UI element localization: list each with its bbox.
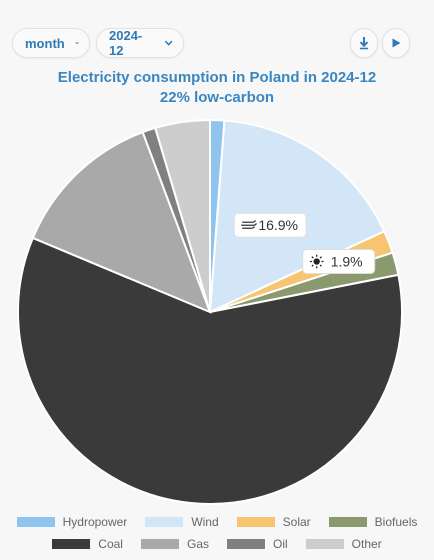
legend-item-biofuels[interactable]: Biofuels [328, 515, 418, 529]
period-select[interactable]: month [12, 28, 90, 58]
legend-item-coal[interactable]: Coal [52, 537, 123, 551]
data-label-text: 16.9% [258, 217, 298, 233]
legend-row-2: Coal Gas Oil Other [0, 537, 434, 551]
chevron-down-icon [75, 41, 79, 45]
legend-row-1: Hydropower Wind Solar Biofuels [0, 515, 434, 529]
pie-slice-coal[interactable] [17, 236, 403, 505]
legend-swatch [236, 517, 275, 527]
chart-title: Electricity consumption in Poland in 202… [57, 69, 377, 86]
download-icon [359, 37, 369, 50]
pie-slice-other[interactable] [154, 118, 211, 313]
play-icon [392, 38, 401, 48]
legend-label: Other [351, 537, 382, 551]
legend-item-other[interactable]: Other [305, 537, 382, 551]
legend-swatch [52, 539, 91, 549]
chevron-down-icon [164, 40, 173, 46]
legend-swatch [16, 517, 55, 527]
legend-swatch [140, 539, 179, 549]
period-select-value: month [25, 35, 65, 51]
data-label-box [233, 212, 307, 238]
legend-label: Solar [282, 515, 311, 529]
legend-item-solar[interactable]: Solar [236, 515, 311, 529]
legend-item-hydropower[interactable]: Hydropower [16, 515, 128, 529]
pie-slice-gas[interactable] [31, 130, 212, 314]
legend-item-gas[interactable]: Gas [140, 537, 209, 551]
legend-label: Oil [273, 537, 288, 551]
data-label-box [302, 249, 376, 275]
legend-label: Gas [186, 537, 209, 551]
data-label-text: 1.9% [331, 254, 363, 270]
controls-bar: month 2024-12 [10, 28, 424, 60]
chart-subtitle: 22% low-carbon [159, 89, 275, 106]
legend-swatch [328, 517, 367, 527]
legend-swatch [145, 517, 184, 527]
legend-swatch [227, 539, 265, 549]
date-select[interactable]: 2024-12 [96, 28, 184, 58]
data-label-wind: 16.9% [233, 212, 307, 238]
play-button[interactable] [382, 28, 410, 58]
legend-label: Biofuels [374, 515, 418, 529]
legend-label: Coal [98, 537, 123, 551]
legend-label: Wind [191, 515, 219, 529]
download-button[interactable] [350, 28, 378, 58]
legend-item-oil[interactable]: Oil [227, 537, 288, 551]
legend-swatch [305, 539, 344, 549]
data-label-solar: 1.9% [302, 249, 376, 275]
sun-icon [309, 254, 324, 269]
wind-icon [241, 220, 257, 229]
date-select-value: 2024-12 [109, 28, 143, 58]
legend-label: Hydropower [62, 515, 128, 529]
legend-item-wind[interactable]: Wind [145, 515, 219, 529]
